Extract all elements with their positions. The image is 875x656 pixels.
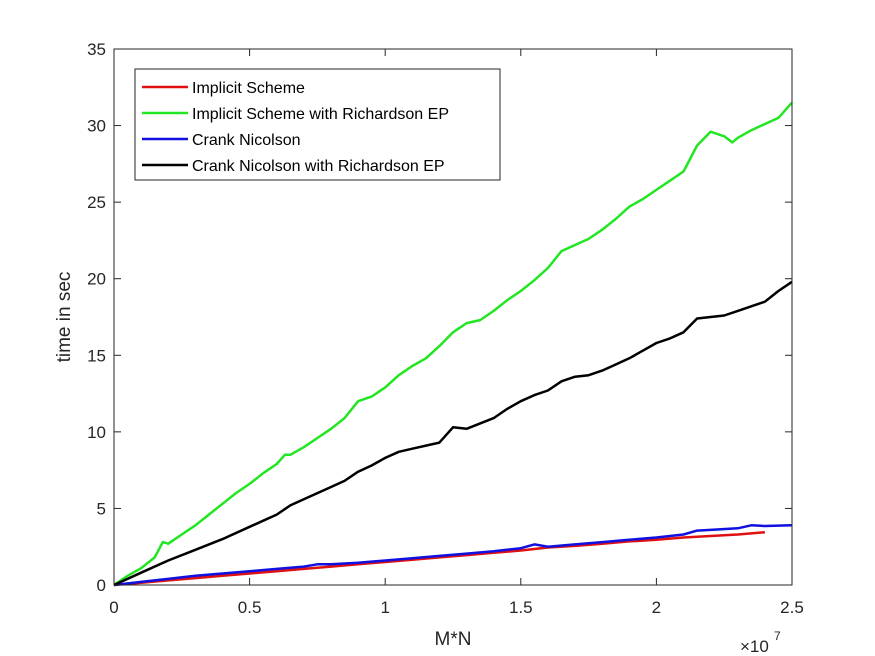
series-layer — [113, 101, 793, 587]
legend: Implicit Scheme Implicit Scheme with Rich… — [134, 68, 501, 181]
x-tick-label: 2.5 — [780, 598, 804, 617]
x-tick-label: 1.5 — [509, 598, 533, 617]
x-tick-label: 0 — [109, 598, 118, 617]
y-tick-label: 30 — [87, 117, 106, 136]
legend-label-4: Crank Nicolson with Richardson EP — [192, 158, 445, 175]
series-line-3 — [113, 524, 793, 587]
x-axis-label: M*N — [435, 629, 472, 650]
y-tick-label: 5 — [97, 499, 106, 518]
y-tick-label: 0 — [97, 576, 106, 595]
y-tick-label: 15 — [87, 346, 106, 365]
legend-label-1: Implicit Scheme — [192, 80, 305, 97]
legend-items: Implicit Scheme Implicit Scheme with Rich… — [142, 80, 449, 175]
x-axis: 0 0.5 1 1.5 2 2.5 — [109, 49, 804, 617]
x-axis-exponent-base: ×10 — [740, 637, 769, 656]
y-tick-label: 10 — [87, 423, 106, 442]
x-tick-label: 0.5 — [238, 598, 262, 617]
series-line-1 — [113, 530, 766, 587]
series-line-2 — [113, 101, 793, 587]
legend-label-2: Implicit Scheme with Richardson EP — [192, 106, 449, 123]
y-axis-label: time in sec — [54, 272, 75, 363]
legend-box — [134, 68, 501, 181]
series-line-4 — [113, 280, 793, 587]
y-tick-label: 20 — [87, 270, 106, 289]
plot-frame — [113, 48, 793, 586]
x-tick-label: 1 — [380, 598, 389, 617]
legend-label-3: Crank Nicolson — [192, 132, 300, 149]
y-axis: 0 5 10 15 20 25 30 35 — [87, 40, 792, 595]
x-axis-exponent-power: 7 — [774, 629, 781, 643]
y-tick-label: 35 — [87, 40, 106, 59]
y-tick-label: 25 — [87, 193, 106, 212]
x-tick-label: 2 — [652, 598, 661, 617]
